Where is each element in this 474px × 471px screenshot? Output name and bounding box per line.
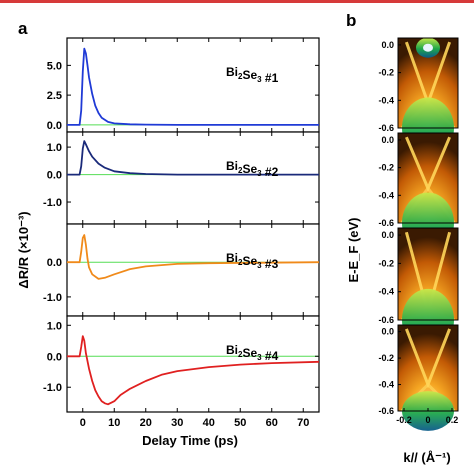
subplot-frame: [66, 131, 320, 225]
arpes-map-4: 0.0-0.2-0.4-0.6-0.2 0 0.2: [378, 324, 459, 431]
band-core: [423, 43, 433, 52]
y-tick-label: 0.0: [381, 40, 394, 50]
y-tick-label: 0.0: [381, 230, 394, 240]
y-tick-label: -1.0: [43, 197, 62, 209]
x-tick-label: 60: [266, 417, 278, 429]
y-tick-label: -1.0: [43, 292, 62, 304]
arpes-frame: [397, 37, 459, 129]
x-tick-label: 30: [171, 417, 183, 429]
y-tick-label: -0.2: [378, 163, 394, 173]
y-tick-label: 0.0: [47, 170, 62, 182]
x-tick-label: 40: [203, 417, 215, 429]
arpes-frame: [397, 227, 459, 321]
x-tick-label: 50: [234, 417, 246, 429]
y-tick-label: -0.4: [378, 380, 394, 390]
y-tick-label: -1.0: [43, 382, 62, 394]
subplot-4: 1.0 0.0 -1.0 Bi2Se3 #4: [43, 315, 320, 413]
sample-label: Bi2Se3 #3: [226, 251, 279, 271]
x-tick-label: 0: [80, 417, 86, 429]
x-tick-label: -0.2: [396, 415, 412, 425]
subplot-frame: [66, 223, 320, 317]
y-axis-label-a: ΔR/R (×10⁻³): [16, 211, 31, 288]
sample-label: Bi2Se3 #4: [226, 343, 279, 363]
sample-label: Bi2Se3 #1: [226, 65, 279, 85]
top-accent-bar: [0, 0, 474, 3]
y-tick-label: 5.0: [47, 60, 62, 72]
x-axis-label-a: Delay Time (ps): [142, 433, 238, 448]
x-tick-label: 70: [297, 417, 309, 429]
subplot-1: 0.0 2.5 5.0 Bi2Se3 #1: [47, 37, 320, 133]
panel-b-arpes: 0.0-0.2-0.4-0.60.0-0.2-0.4-0.60.0-0.2-0.…: [378, 37, 459, 431]
y-tick-label: -0.6: [378, 123, 394, 133]
y-tick-label: -0.6: [378, 315, 394, 325]
y-tick-label: -0.2: [378, 258, 394, 268]
y-tick-label: -0.4: [378, 190, 394, 200]
subplot-2: 1.0 0.0 -1.0 Bi2Se3 #2: [43, 131, 320, 225]
y-tick-label: 0.0: [47, 257, 62, 269]
y-tick-label: -0.4: [378, 287, 394, 297]
panel-a-plots: 0.0 2.5 5.0 Bi2Se3 #1 1.0 0.0 -1.0 Bi2Se3 #2 0.0…: [43, 37, 320, 429]
x-axis-label-b: k// (Å⁻¹): [403, 450, 450, 465]
x-tick-label: 20: [140, 417, 152, 429]
y-tick-label: -0.2: [378, 68, 394, 78]
y-tick-label: 0.0: [381, 327, 394, 337]
arpes-frame: [397, 132, 459, 224]
x-tick-label: 0: [425, 415, 430, 425]
x-tick-label: 10: [108, 417, 120, 429]
y-tick-label: -0.2: [378, 353, 394, 363]
series-line: [67, 234, 320, 280]
y-tick-label: 1.0: [47, 320, 62, 332]
x-tick-label: 0.2: [446, 415, 459, 425]
y-tick-label: -0.4: [378, 95, 394, 105]
subplot-3: 0.0 -1.0 Bi2Se3 #3: [43, 223, 320, 317]
y-tick-label: 0.0: [47, 351, 62, 363]
sample-label: Bi2Se3 #2: [226, 159, 279, 179]
y-tick-label: 0.0: [47, 120, 62, 132]
series-line: [67, 335, 320, 406]
subplot-frame: [66, 315, 320, 413]
y-tick-label: 2.5: [47, 90, 62, 102]
series-line: [67, 140, 319, 176]
y-tick-label: -0.6: [378, 218, 394, 228]
panel-b-label: b: [346, 11, 356, 30]
subplot-frame: [66, 37, 320, 133]
y-tick-label: 0.0: [381, 135, 394, 145]
y-axis-label-b: E-E_F (eV): [346, 217, 361, 282]
y-tick-label: -0.6: [378, 406, 394, 416]
panel-a-label: a: [18, 19, 28, 38]
series-line: [67, 47, 319, 126]
y-tick-label: 1.0: [47, 142, 62, 154]
